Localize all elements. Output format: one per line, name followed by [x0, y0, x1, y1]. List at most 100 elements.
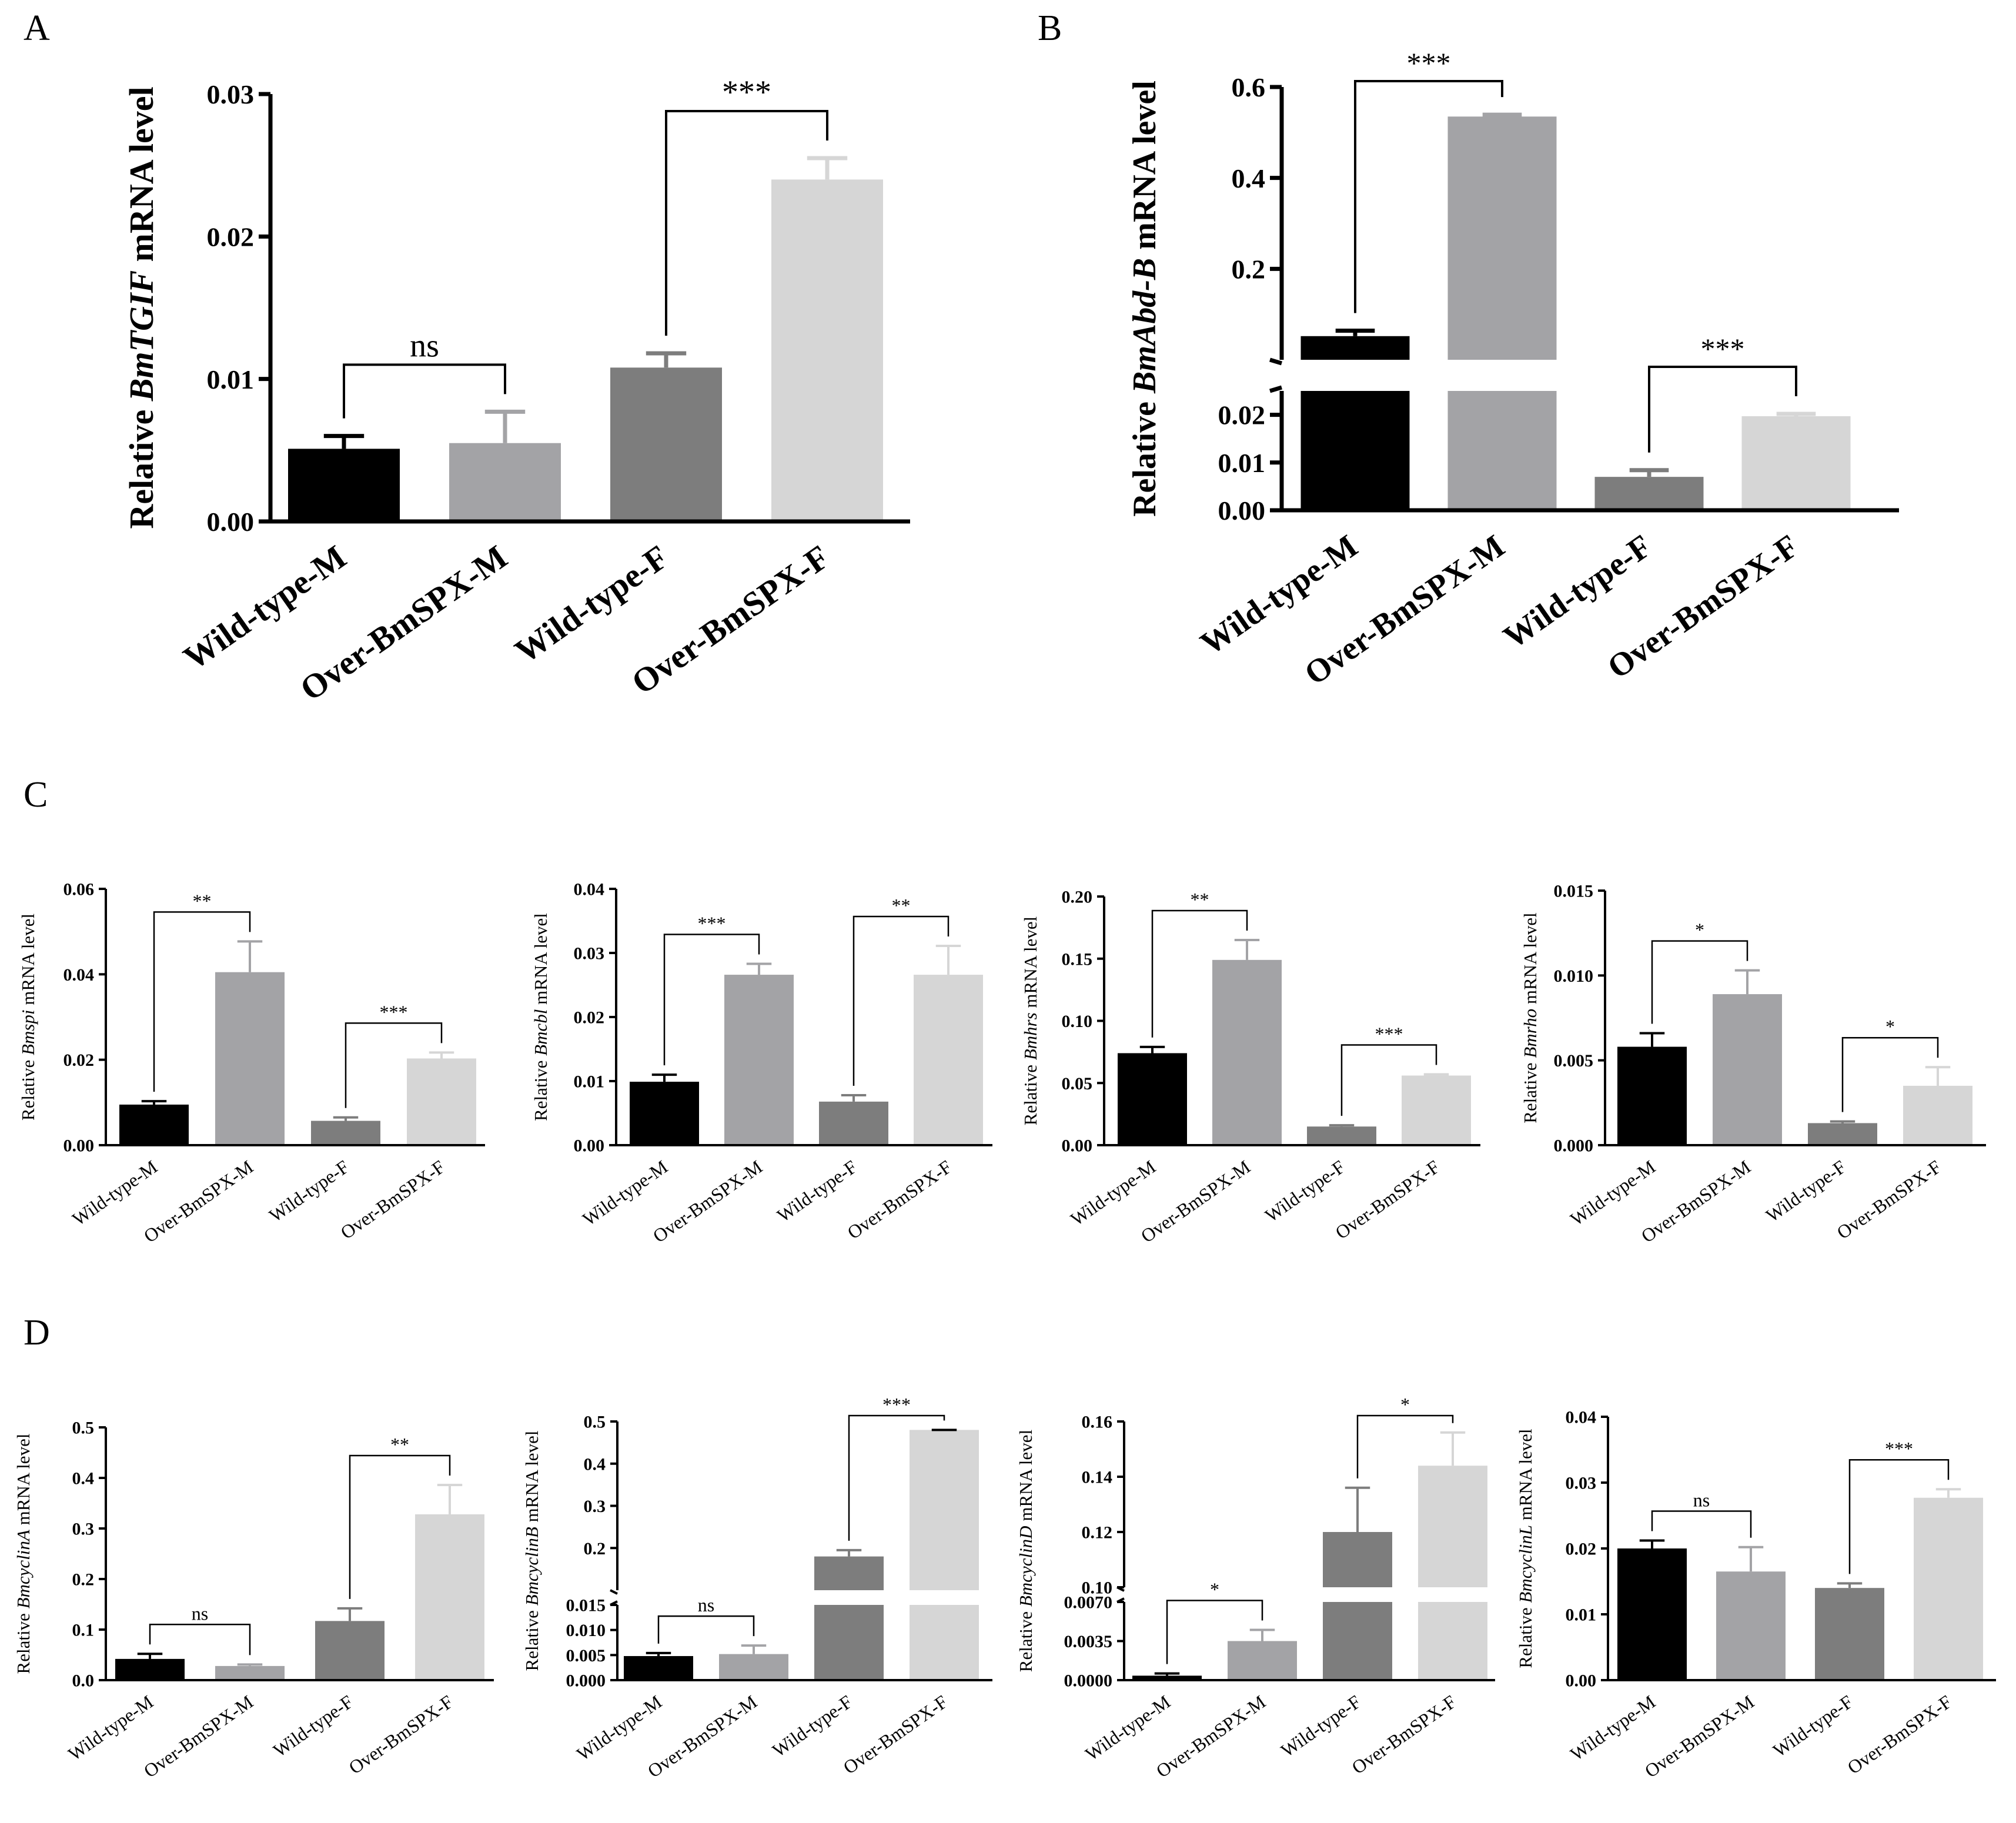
bar-0 — [624, 1656, 693, 1680]
y-tick-label-1-0: 0.10 — [1082, 1578, 1113, 1598]
category-label-3: Over-BmSPX-F — [345, 1691, 457, 1778]
y-axis-label-gene: BmcyclinD — [1015, 1526, 1036, 1607]
significance-label-1: *** — [1885, 1438, 1913, 1459]
y-tick-label-0-1: 0.05 — [1062, 1074, 1093, 1093]
category-label-2: Wild-type-F — [1277, 1691, 1365, 1761]
y-tick-label-1-1: 0.3 — [584, 1497, 606, 1516]
bar-2 — [1307, 1126, 1376, 1145]
bar-upper-2 — [1323, 1532, 1392, 1587]
y-axis-label-gene: BmAbd-B — [1126, 258, 1163, 394]
bar-3 — [407, 1058, 476, 1145]
significance-label-1: *** — [1701, 332, 1745, 365]
y-tick-label-1-0: 0.2 — [1232, 254, 1266, 284]
significance-bracket-1 — [1356, 1414, 1454, 1479]
y-tick-label-0-2: 0.04 — [63, 965, 95, 985]
y-axis-label-prefix: Relative — [1126, 393, 1163, 517]
panel-label-c: C — [24, 775, 48, 815]
y-tick-label-0-0: 0.00 — [63, 1136, 95, 1156]
panel-label-b: B — [1038, 8, 1062, 48]
bar-upper-3 — [910, 1430, 979, 1590]
chart-bmtgif: Wild-type-MOver-BmSPX-MWild-type-FOver-B… — [122, 74, 910, 708]
bar-lower-1 — [1447, 391, 1557, 510]
y-axis-label: Relative Bmrho mRNA level — [1520, 912, 1540, 1123]
y-axis-label-prefix: Relative — [18, 1055, 38, 1120]
significance-label-0: ns — [410, 327, 439, 364]
bar-2 — [610, 367, 722, 521]
category-label-3: Over-BmSPX-F — [1348, 1691, 1460, 1778]
significance-label-0: ns — [192, 1603, 208, 1624]
axis-break-mark-lower — [1269, 385, 1283, 393]
y-axis-label: Relative BmcyclinB mRNA level — [521, 1431, 542, 1671]
bar-upper-0 — [1300, 336, 1410, 360]
y-tick-label-0-3: 0.3 — [72, 1520, 95, 1539]
y-axis-label: Relative BmAbd-B mRNA level — [1126, 81, 1163, 517]
category-label-2: Wild-type-F — [265, 1156, 353, 1226]
significance-bracket-0 — [657, 1615, 755, 1644]
y-axis-label-suffix: mRNA level — [18, 914, 38, 1010]
category-label-3: Over-BmSPX-F — [1331, 1156, 1443, 1243]
y-axis-label: Relative BmcyclinA mRNA level — [13, 1434, 34, 1674]
significance-bracket-1 — [1648, 365, 1797, 453]
significance-bracket-0 — [663, 934, 760, 1066]
y-tick-label-0-2: 0.02 — [1218, 400, 1266, 430]
y-tick-label-1-2: 0.14 — [1082, 1468, 1113, 1487]
category-label-2: Wild-type-F — [773, 1156, 861, 1226]
bar-2 — [1815, 1588, 1884, 1680]
y-tick-label-0-5: 0.5 — [72, 1419, 95, 1438]
significance-bracket-1 — [1340, 1044, 1437, 1116]
category-label-3: Over-BmSPX-F — [336, 1156, 449, 1243]
bar-1 — [215, 972, 285, 1145]
bar-lower-2 — [814, 1605, 884, 1680]
y-tick-label-1-2: 0.4 — [584, 1454, 606, 1474]
y-tick-label-1-2: 0.6 — [1232, 72, 1266, 102]
significance-label-0: *** — [698, 913, 726, 934]
y-axis-label-prefix: Relative — [1520, 1058, 1540, 1123]
significance-bracket-0 — [1166, 1600, 1263, 1664]
bar-lower-0 — [1300, 391, 1410, 510]
panel-label-a: A — [24, 8, 50, 48]
y-axis-label-gene: BmcyclinA — [13, 1529, 34, 1608]
y-axis-label: Relative BmcyclinD mRNA level — [1015, 1430, 1036, 1672]
y-tick-label-0-2: 0.010 — [566, 1621, 606, 1640]
y-tick-label-0-2: 0.0070 — [1064, 1593, 1113, 1613]
y-tick-label-0-1: 0.0035 — [1064, 1632, 1113, 1651]
significance-label-0: * — [1210, 1579, 1219, 1600]
y-tick-label-0-1: 0.01 — [207, 364, 255, 394]
category-label-0: Wild-type-M — [68, 1156, 161, 1230]
category-label-3: Over-BmSPX-F — [839, 1691, 951, 1778]
bar-lower-2 — [1323, 1602, 1392, 1680]
y-tick-label-1-3: 0.16 — [1082, 1413, 1113, 1432]
y-axis-label-gene: Bmcbl — [530, 1009, 551, 1056]
y-tick-label-0-2: 0.010 — [1554, 966, 1594, 986]
y-tick-label-0-0: 0.00 — [1218, 496, 1266, 526]
y-axis-label-prefix: Relative — [1020, 1060, 1041, 1125]
y-tick-label-0-1: 0.01 — [1566, 1605, 1597, 1625]
bar-0 — [1617, 1046, 1687, 1145]
significance-label-1: ** — [892, 895, 911, 916]
y-tick-label-0-3: 0.03 — [207, 79, 255, 109]
significance-bracket-1 — [848, 1414, 945, 1541]
y-axis-label-gene: BmTGIF — [122, 270, 161, 402]
y-tick-label-0-0: 0.00 — [207, 507, 255, 537]
bar-3 — [1741, 416, 1851, 510]
y-axis-label-suffix: mRNA level — [1015, 1430, 1036, 1526]
y-axis-label-suffix: mRNA level — [1126, 81, 1163, 258]
significance-label-0: *** — [1407, 46, 1451, 79]
significance-label-1: *** — [722, 74, 771, 111]
y-tick-label-0-2: 0.02 — [207, 222, 255, 252]
bar-2 — [819, 1101, 888, 1145]
bar-3 — [771, 179, 883, 521]
category-label-2: Wild-type-F — [1769, 1691, 1857, 1761]
y-tick-label-0-1: 0.1 — [72, 1621, 95, 1640]
category-label-2: Wild-type-F — [269, 1691, 357, 1761]
significance-bracket-0 — [1354, 80, 1503, 313]
y-axis-label-suffix: mRNA level — [530, 913, 551, 1009]
y-axis-label-prefix: Relative — [530, 1056, 551, 1121]
y-axis-label-prefix: Relative — [1515, 1603, 1536, 1668]
y-tick-label-0-2: 0.02 — [574, 1008, 605, 1028]
bar-2 — [315, 1621, 385, 1680]
